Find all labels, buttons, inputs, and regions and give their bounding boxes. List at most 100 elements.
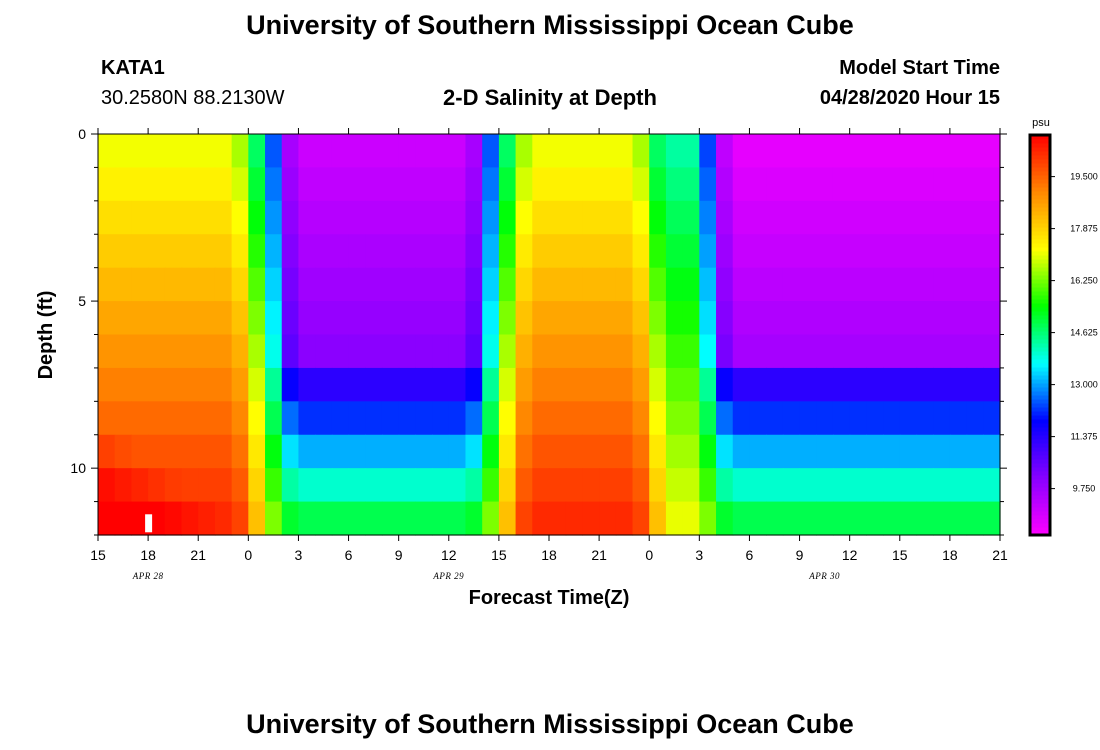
heatmap-cell [164,434,183,469]
heatmap-cell [883,334,901,369]
heatmap-cell [732,301,751,336]
heatmap-cell [181,234,199,269]
colorbar-segment [1030,307,1050,312]
heatmap-cell [949,367,968,402]
heatmap-cell [883,267,901,302]
heatmap-cell [749,334,767,369]
heatmap-cell [231,134,249,169]
colorbar-segment [1030,447,1050,452]
heatmap-cell [432,200,450,235]
heatmap-cell [298,468,316,503]
heatmap-cell [498,468,517,503]
heatmap-cell [114,334,132,369]
heatmap-cell [782,334,801,369]
heatmap-cell [515,134,533,169]
heatmap-cell [565,367,583,402]
heatmap-cell [632,267,650,302]
heatmap-cell [699,234,717,269]
heatmap-cell [983,334,1001,369]
heatmap-cell [782,301,801,336]
heatmap-cell [265,200,283,235]
colorbar-segment [1030,391,1050,396]
heatmap-cell [682,234,700,269]
heatmap-cell [448,200,467,235]
heatmap-cell [716,434,734,469]
heatmap-cell [849,134,867,169]
heatmap-cell [365,501,383,536]
heatmap-cell [799,367,817,402]
heatmap-cell [265,301,283,336]
heatmap-cell [265,134,283,169]
heatmap-cell [849,234,867,269]
heatmap-cell [582,468,600,503]
heatmap-cell [498,367,517,402]
colorbar-segment [1030,243,1050,248]
heatmap-cell [365,234,383,269]
heatmap-cell [114,167,132,202]
heatmap-cell [315,468,333,503]
heatmap-cell [732,134,751,169]
heatmap-cell [298,234,316,269]
heatmap-cell [949,468,968,503]
heatmap-cell [682,501,700,536]
heatmap-cell [248,301,266,336]
heatmap-cell [782,267,801,302]
colorbar-segment [1030,267,1050,272]
heatmap-cell [899,434,918,469]
heatmap-cell [983,200,1001,235]
heatmap-cell [415,401,433,436]
heatmap-cell [298,434,316,469]
heatmap-cell [381,468,400,503]
heatmap-cell [866,234,884,269]
heatmap-cell [916,234,934,269]
heatmap-cell [198,468,216,503]
heatmap-cell [465,367,483,402]
colorbar-segment [1030,139,1050,144]
heatmap-cell [716,167,734,202]
heatmap-cell [331,167,350,202]
heatmap-cell [498,267,517,302]
colorbar-segment [1030,483,1050,488]
heatmap-cell [599,167,617,202]
plot-title: 2-D Salinity at Depth [443,85,657,110]
colorbar-segment [1030,499,1050,504]
heatmap-cell [248,234,266,269]
heatmap-cell [465,234,483,269]
x-tick-label: 18 [140,547,156,563]
heatmap-cell [381,334,400,369]
heatmap-cell [615,301,634,336]
heatmap-cell [248,134,266,169]
heatmap-cell [365,468,383,503]
heatmap-cell [98,334,116,369]
heatmap-cell [599,468,617,503]
heatmap-cell [465,267,483,302]
colorbar-segment [1030,523,1050,528]
heatmap-cell [532,334,550,369]
heatmap-cell [131,301,149,336]
colorbar-segment [1030,367,1050,372]
heatmap-cell [214,200,233,235]
heatmap-cell [181,367,199,402]
colorbar-segment [1030,359,1050,364]
heatmap-cell [465,334,483,369]
heatmap-cell [281,468,300,503]
heatmap-cell [498,234,517,269]
heatmap-cell [549,401,567,436]
heatmap-cell [265,401,283,436]
heatmap-cell [615,501,634,536]
heatmap-cell [665,501,684,536]
heatmap-cell [799,468,817,503]
heatmap-cell [849,334,867,369]
heatmap-cell [365,134,383,169]
heatmap-cell [766,501,784,536]
heatmap-cell [482,334,500,369]
heatmap-cell [849,267,867,302]
heatmap-cell [949,301,968,336]
heatmap-cell [665,334,684,369]
heatmap-cell [832,301,851,336]
heatmap-cell [298,401,316,436]
heatmap-cell [298,200,316,235]
colorbar-segment [1030,231,1050,236]
heatmap-cell [565,167,583,202]
heatmap-cell [148,334,166,369]
